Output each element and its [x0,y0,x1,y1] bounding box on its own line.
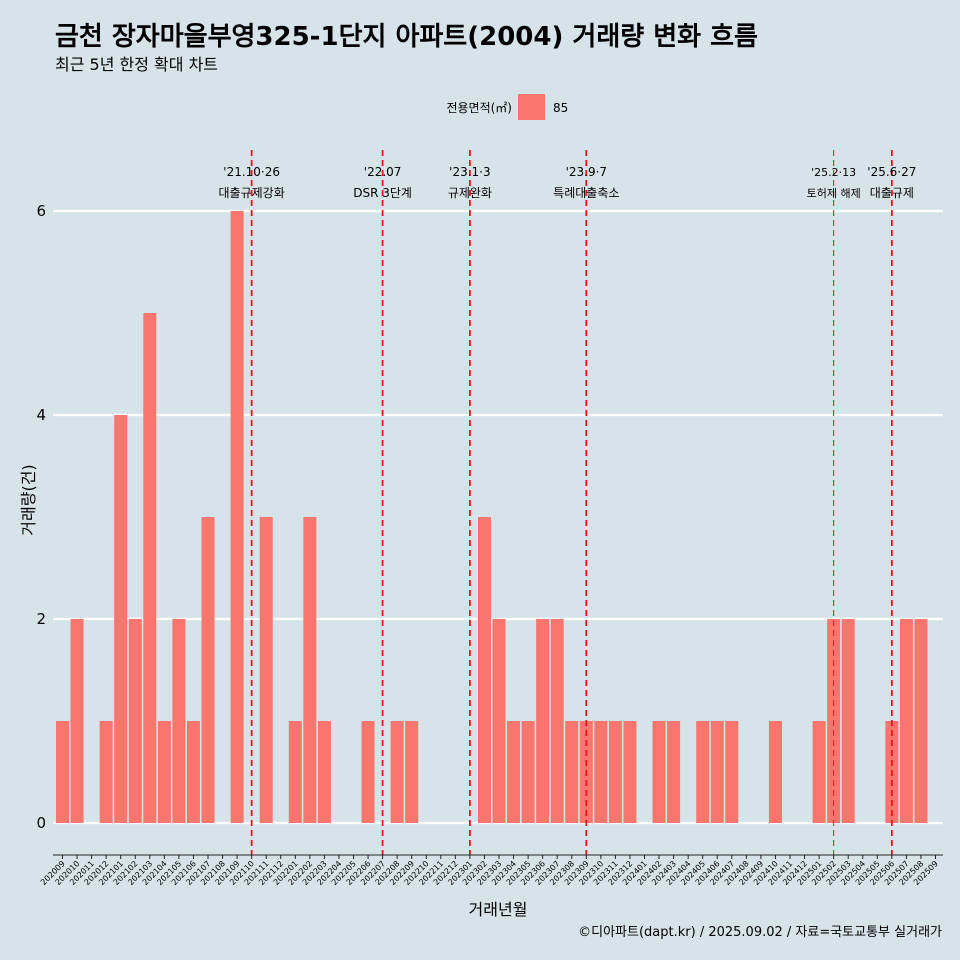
event-label: 특례대출축소 [553,186,619,200]
bar [56,721,69,823]
bar [521,721,535,823]
bar [128,619,142,823]
bar [317,721,331,823]
event-annotations: '21.10·26 대출규제강화 '22.07 DSR 3단계 '23.1·3 규제완화 '… [219,150,916,855]
bar [710,721,724,823]
chart-title: 금천 장자마을부영325-1단지 아파트(2004) 거래량 변화 흐름 [55,22,758,52]
bar [550,619,564,823]
event-label: 대출규제강화 [219,186,285,200]
bar [492,619,506,823]
bar [608,721,622,823]
chart-subtitle: 최근 5년 한정 확대 차트 [55,55,218,74]
bars [56,211,928,823]
bar [114,415,128,823]
event-label: 토허제 해제 [807,186,861,200]
bar [70,619,84,823]
bar [99,721,113,823]
bar [725,721,739,823]
bar [259,517,273,823]
bar [172,619,186,823]
event-label: 규제완화 [448,186,492,200]
event-date: '23.9·7 [566,165,607,179]
legend: 전용면적(㎡) 85 [446,94,568,120]
bar [201,517,215,823]
bar [565,721,579,823]
bar [507,721,521,823]
y-tick-label: 2 [36,610,46,628]
bar [157,721,171,823]
bar [812,721,826,823]
bar [477,517,491,823]
bar [899,619,913,823]
event-date: '23.1·3 [449,165,490,179]
legend-label: 85 [553,101,568,115]
x-axis-title: 거래년월 [469,900,528,919]
bar [303,517,317,823]
bar [230,211,244,823]
event-date: '25.6·27 [867,165,916,179]
source-caption: ©디아파트(dapt.kr) / 2025.09.02 / 자료=국토교통부 실… [578,925,942,940]
legend-title: 전용면적(㎡) [446,101,512,115]
event-date: '25.2·13 [811,166,856,179]
legend-swatch [518,94,545,120]
event-label: DSR 3단계 [353,186,412,200]
bar [405,721,419,823]
y-axis: 0 2 4 6 [36,202,46,832]
bar [186,721,200,823]
event-date: '22.07 [364,165,402,179]
bar [914,619,928,823]
event-date: '21.10·26 [223,165,280,179]
bar [288,721,302,823]
y-tick-label: 6 [36,202,46,220]
bar [652,721,666,823]
bar [667,721,681,823]
bar [768,721,782,823]
bar [841,619,855,823]
y-tick-label: 4 [36,406,46,424]
bar [536,619,550,823]
bar [390,721,404,823]
bar [361,721,375,823]
bar [594,721,608,823]
bar [623,721,637,823]
x-axis: 2020092020102020112020122021012021022021… [39,854,943,887]
bar [143,313,157,823]
y-axis-title: 거래량(건) [19,464,38,535]
bar [696,721,710,823]
y-tick-label: 0 [36,814,46,832]
event-label: 대출규제 [870,186,914,200]
